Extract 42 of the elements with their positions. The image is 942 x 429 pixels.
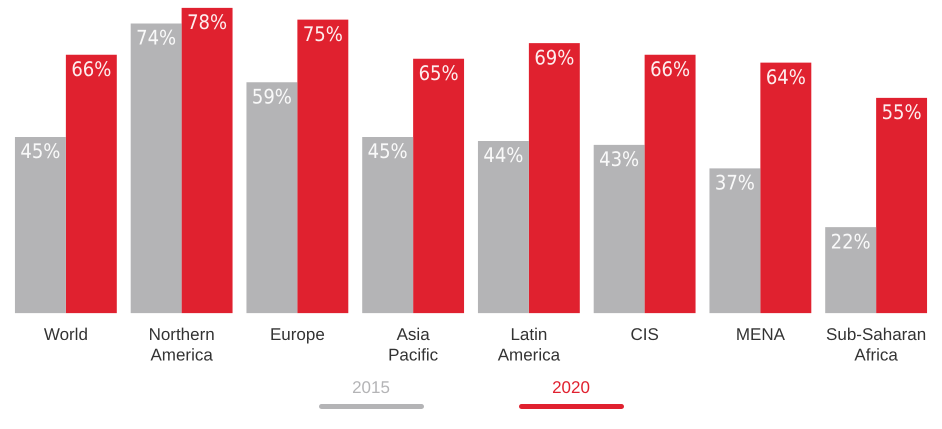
bar	[182, 8, 233, 314]
bar	[478, 140, 529, 314]
data-label: 66%	[650, 57, 690, 82]
x-tick-label: Northern America	[148, 325, 215, 364]
bar	[413, 58, 464, 314]
data-label: 22%	[830, 229, 871, 254]
bar	[130, 23, 182, 314]
bar	[709, 168, 760, 314]
bar	[246, 82, 298, 314]
bar	[14, 137, 66, 314]
bar	[66, 54, 117, 314]
data-label: 59%	[252, 84, 292, 108]
x-tick-label: Sub-Saharan Africa	[826, 325, 926, 364]
x-tick-label: MENA	[736, 325, 786, 344]
text: 2020	[552, 378, 590, 398]
text: 2015	[352, 378, 390, 398]
data-label: 45%	[368, 139, 408, 164]
x-tick-label: World	[44, 325, 88, 344]
data-label: 37%	[714, 170, 755, 195]
x-tick-label: Europe	[270, 325, 325, 344]
data-label: 74%	[136, 26, 176, 50]
data-label: 75%	[302, 22, 343, 46]
bar	[825, 227, 876, 314]
bar	[760, 62, 812, 314]
data-label: 65%	[418, 60, 459, 85]
bar	[362, 137, 414, 314]
data-label: 64%	[766, 64, 806, 89]
data-label: 44%	[483, 143, 524, 168]
bar	[297, 20, 348, 314]
data-label: 69%	[534, 45, 574, 70]
bar	[594, 144, 645, 314]
data-label: 45%	[20, 139, 60, 164]
x-tick-label: Asia Pacific	[388, 325, 439, 364]
data-label: 43%	[599, 147, 640, 172]
data-label: 78%	[187, 10, 228, 34]
x-tick-label: CIS	[630, 325, 659, 344]
data-label: 55%	[882, 100, 922, 124]
data-label: 66%	[71, 57, 112, 82]
bar	[644, 54, 696, 314]
x-tick-label: Latin America	[498, 325, 561, 364]
bar	[528, 43, 580, 314]
bar	[876, 98, 928, 314]
